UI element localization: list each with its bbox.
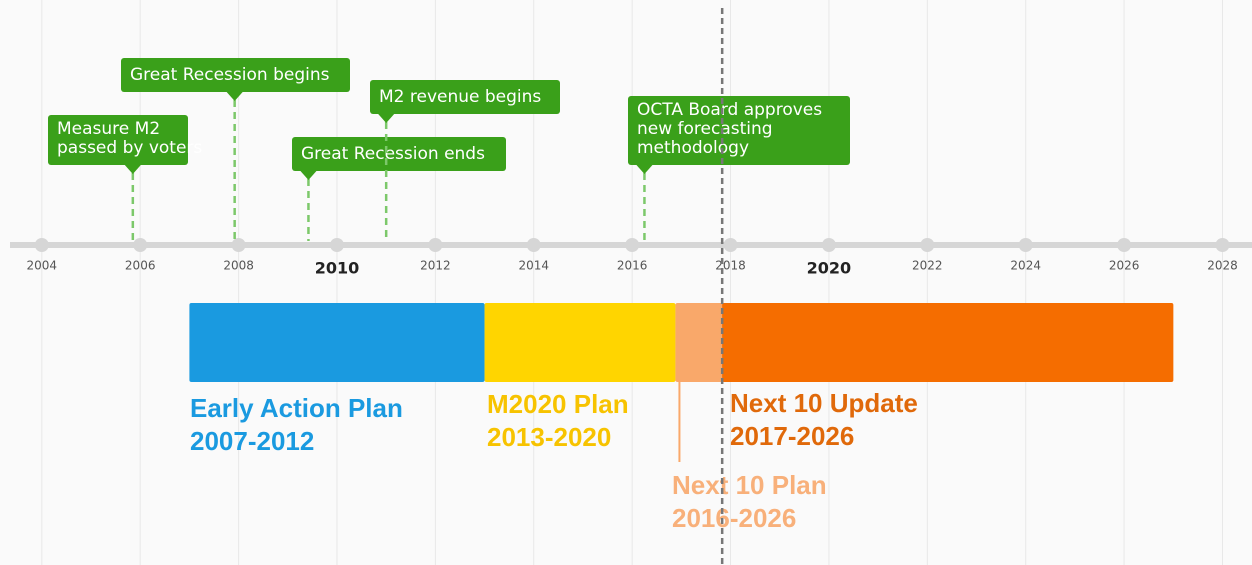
period-name: Early Action Plan bbox=[190, 393, 403, 423]
x-tick-label: 2018 bbox=[715, 259, 746, 273]
tick-dot bbox=[920, 238, 935, 252]
x-tick-label: 2004 bbox=[27, 259, 58, 273]
tick-dot bbox=[133, 238, 148, 252]
x-tick-label: 2008 bbox=[223, 259, 254, 273]
period-range: 2016-2026 bbox=[672, 503, 796, 533]
x-tick-label: 2028 bbox=[1207, 259, 1238, 273]
event-label: passed by voters bbox=[57, 138, 202, 158]
tick-dot bbox=[723, 238, 738, 252]
period-range: 2007-2012 bbox=[190, 426, 314, 456]
event-label: Great Recession ends bbox=[301, 144, 485, 164]
tick-dot bbox=[34, 238, 49, 252]
event-box bbox=[121, 58, 350, 92]
tick-dot bbox=[428, 238, 443, 252]
tick-dot bbox=[329, 238, 344, 252]
event-box bbox=[48, 115, 188, 165]
event-box bbox=[628, 96, 850, 165]
x-tick-label: 2012 bbox=[420, 259, 451, 273]
x-tick-label: 2010 bbox=[315, 259, 360, 278]
period-name: M2020 Plan bbox=[487, 389, 629, 419]
x-tick-label: 2026 bbox=[1109, 259, 1140, 273]
event-pointer bbox=[636, 165, 653, 174]
tick-dot bbox=[821, 238, 836, 252]
x-tick-label: 2024 bbox=[1010, 259, 1041, 273]
event-label: Measure M2 bbox=[57, 119, 160, 139]
tick-dot bbox=[526, 238, 541, 252]
period-range: 2017-2026 bbox=[730, 421, 854, 451]
event-label: M2 revenue begins bbox=[379, 87, 541, 107]
event-pointer bbox=[226, 92, 243, 101]
tick-dot bbox=[625, 238, 640, 252]
event-label: methodology bbox=[637, 138, 749, 158]
period-bar bbox=[484, 303, 676, 382]
period-name: Next 10 Plan bbox=[672, 470, 827, 500]
event-pointer bbox=[124, 165, 141, 174]
period-name: Next 10 Update bbox=[730, 388, 918, 418]
event-label: Great Recession begins bbox=[130, 65, 330, 85]
x-tick-label: 2022 bbox=[912, 259, 943, 273]
event-box bbox=[370, 80, 560, 114]
x-tick-label: 2006 bbox=[125, 259, 156, 273]
tick-dot bbox=[1215, 238, 1230, 252]
event-label: new forecasting bbox=[637, 119, 773, 139]
event-pointer bbox=[378, 114, 395, 123]
event-box bbox=[292, 137, 506, 171]
event-label: OCTA Board approves bbox=[637, 100, 822, 120]
event-pointer bbox=[300, 171, 317, 180]
x-tick-label: 2016 bbox=[617, 259, 648, 273]
x-tick-label: 2020 bbox=[807, 259, 852, 278]
tick-dot bbox=[1117, 238, 1132, 252]
tick-dot bbox=[231, 238, 246, 252]
x-tick-label: 2014 bbox=[518, 259, 549, 273]
period-range: 2013-2020 bbox=[487, 422, 611, 452]
period-bar bbox=[189, 303, 485, 382]
tick-dot bbox=[1018, 238, 1033, 252]
period-bar bbox=[722, 303, 1174, 382]
